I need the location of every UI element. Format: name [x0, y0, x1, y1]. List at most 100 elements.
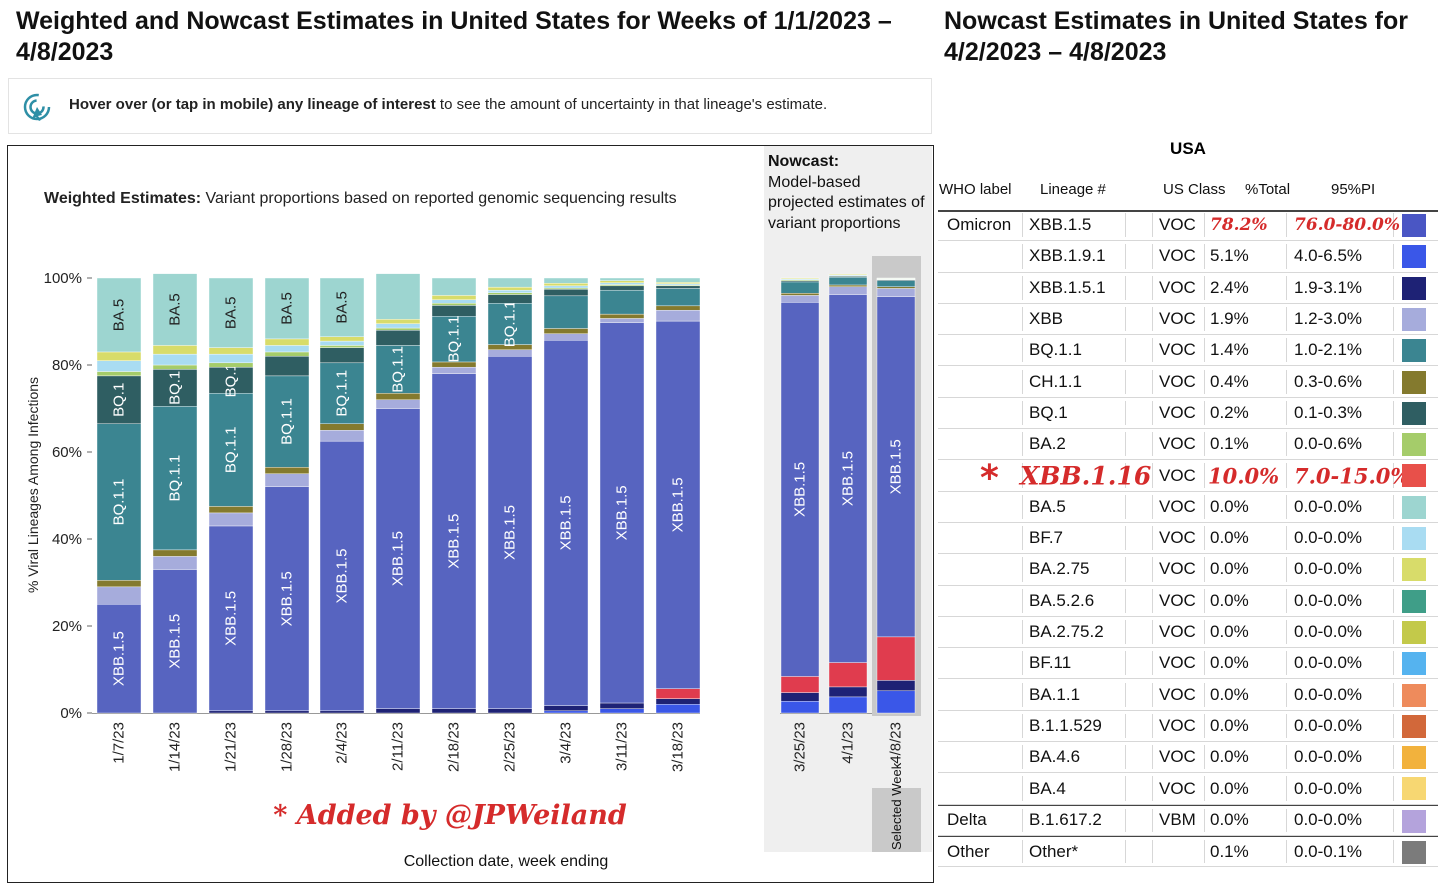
column-separator	[1152, 526, 1153, 551]
column-separator	[1125, 306, 1126, 332]
right-title: Nowcast Estimates in United States for 4…	[944, 7, 1409, 66]
color-swatch	[1402, 809, 1426, 833]
table-row[interactable]: XBB.1.9.1 VOC 5.1% 4.0-6.5%	[938, 241, 1438, 273]
table-row[interactable]: Omicron XBB.1.5 VOC 78.2% 76.0-80.0%	[938, 210, 1438, 242]
bar-segment	[599, 277, 645, 281]
table-row[interactable]: XBB.1.5.1 VOC 2.4% 1.9-3.1%	[938, 273, 1438, 304]
bar-segment	[599, 280, 645, 283]
color-swatch	[1402, 339, 1426, 363]
x-tick-label: 2/4/23	[334, 722, 351, 764]
column-separator	[1393, 526, 1394, 551]
column-separator	[1125, 213, 1126, 238]
y-tick-label: 60%	[52, 444, 82, 461]
table-row[interactable]: BA.2.75 VOC 0.0% 0.0-0.0%	[938, 554, 1438, 586]
selected-week-label[interactable]: Selected Week	[872, 762, 921, 852]
bar-segment	[375, 327, 421, 331]
cell-pct: 0.0%	[1210, 684, 1249, 704]
cell-cls: VOC	[1159, 465, 1196, 485]
bar-segment	[828, 662, 868, 688]
column-separator	[1125, 713, 1126, 739]
bar-segment	[487, 356, 533, 709]
bar-segment	[319, 440, 365, 712]
column-separator	[1204, 682, 1205, 707]
bar-segment	[876, 680, 916, 692]
bar-segment	[599, 318, 645, 324]
table-row[interactable]: Other Other* 0.1% 0.0-0.1%	[938, 836, 1438, 868]
col-head-pi: 95%PI	[1331, 181, 1376, 198]
table-row[interactable]: BA.4.6 VOC 0.0% 0.0-0.0%	[938, 742, 1438, 774]
color-swatch	[1402, 276, 1426, 300]
table-row[interactable]: XBB.1.16 VOC 10.0% 7.0-15.0%	[938, 460, 1438, 492]
bar-segment	[264, 277, 310, 340]
bar-segment	[780, 692, 820, 702]
table-row[interactable]: BA.5 VOC 0.0% 0.0-0.0%	[938, 492, 1438, 523]
cell-cls: VOC	[1159, 277, 1196, 297]
table-row[interactable]: BA.1.1 VOC 0.0% 0.0-0.0%	[938, 680, 1438, 711]
nowcast-caption: Nowcast: Model-based projected estimates …	[768, 152, 930, 234]
column-separator	[1204, 306, 1205, 332]
bar-segment	[208, 347, 254, 355]
table-row[interactable]: BA.2.75.2 VOC 0.0% 0.0-0.0%	[938, 617, 1438, 649]
cell-lineage: BA.5	[1029, 496, 1066, 516]
cell-pi: 1.9-3.1%	[1294, 277, 1363, 297]
column-separator	[1393, 557, 1394, 582]
cell-lineage: XBB.1.9.1	[1029, 246, 1106, 266]
table-row[interactable]: BQ.1.1 VOC 1.4% 1.0-2.1%	[938, 335, 1438, 367]
bar-segment-label: XBB.1.5	[223, 591, 240, 646]
column-separator	[1286, 432, 1287, 457]
cell-who: Omicron	[947, 215, 1012, 235]
bar-segment	[319, 277, 365, 337]
cell-pct: 0.0%	[1210, 778, 1249, 798]
bar-segment	[655, 288, 701, 307]
table-row[interactable]: BF.7 VOC 0.0% 0.0-0.0%	[938, 523, 1438, 555]
bar-segment-label: BQ.1.1	[111, 479, 128, 526]
table-row[interactable]: XBB VOC 1.9% 1.2-3.0%	[938, 304, 1438, 336]
bar-segment	[828, 284, 868, 287]
bar-segment	[96, 423, 142, 581]
column-separator	[1286, 588, 1287, 613]
column-separator	[1286, 463, 1287, 488]
bar-segment	[96, 586, 142, 605]
bar-segment	[655, 305, 701, 311]
bar-segment	[543, 340, 589, 706]
column-separator	[1022, 369, 1023, 394]
column-separator	[1152, 432, 1153, 457]
table-row[interactable]: BF.11 VOC 0.0% 0.0-0.0%	[938, 648, 1438, 680]
bar-segment-label: XBB.1.5	[502, 505, 519, 560]
column-separator	[1286, 840, 1287, 864]
bar-segment	[96, 580, 142, 588]
cell-pi: 0.3-0.6%	[1294, 371, 1363, 391]
cell-pi: 0.0-0.0%	[1294, 528, 1363, 548]
column-separator	[1022, 400, 1023, 426]
table-row[interactable]: CH.1.1 VOC 0.4% 0.3-0.6%	[938, 367, 1438, 398]
cell-lineage: XBB	[1029, 309, 1064, 329]
column-separator	[1152, 713, 1153, 739]
bar-segment	[655, 309, 701, 322]
selected-week-text: Selected Week	[888, 762, 904, 850]
cell-pct: 0.0%	[1210, 622, 1249, 642]
table-row[interactable]: Delta B.1.617.2 VBM 0.0% 0.0-0.0%	[938, 804, 1438, 836]
table-row[interactable]: BA.2 VOC 0.1% 0.0-0.6%	[938, 429, 1438, 461]
color-swatch	[1402, 620, 1426, 644]
col-head-lineage: Lineage #	[1040, 181, 1106, 198]
column-separator	[1204, 557, 1205, 582]
column-separator	[1152, 776, 1153, 801]
cell-pi: 0.0-0.0%	[1294, 715, 1363, 735]
table-row[interactable]: BA.4 VOC 0.0% 0.0-0.0%	[938, 773, 1438, 805]
column-separator	[1204, 651, 1205, 676]
column-separator	[1204, 275, 1205, 300]
column-separator	[1152, 369, 1153, 394]
table-row[interactable]: BA.5.2.6 VOC 0.0% 0.0-0.0%	[938, 586, 1438, 617]
bar-segment	[876, 296, 916, 638]
table-row[interactable]: B.1.1.529 VOC 0.0% 0.0-0.0%	[938, 711, 1438, 743]
table-row[interactable]: BQ.1 VOC 0.2% 0.1-0.3%	[938, 398, 1438, 430]
bar-segment-label: BA.5	[279, 292, 296, 325]
cell-pct: 0.1%	[1210, 434, 1249, 454]
column-separator	[1022, 526, 1023, 551]
bar-segment	[780, 701, 820, 714]
bar-segment-label: XBB.1.5	[888, 439, 905, 494]
cell-pi: 0.0-0.0%	[1294, 622, 1363, 642]
bar-segment-label: XBB.1.5	[390, 531, 407, 586]
bar-segment	[487, 303, 533, 345]
bar-segment	[264, 345, 310, 353]
